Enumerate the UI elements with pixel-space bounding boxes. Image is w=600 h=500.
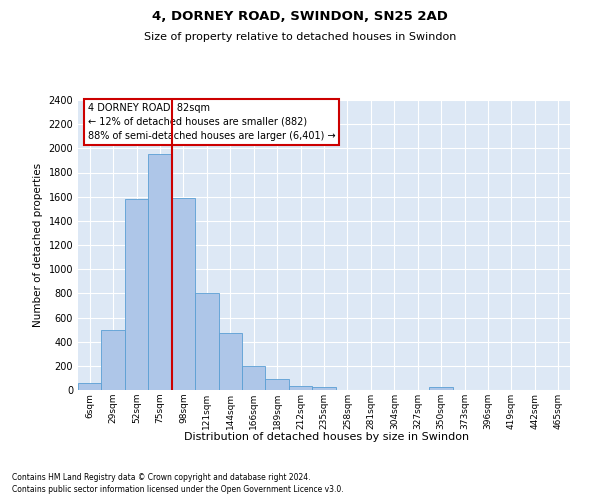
Bar bbox=[101, 330, 125, 390]
Bar bbox=[265, 379, 289, 390]
Bar bbox=[125, 199, 148, 390]
Bar bbox=[312, 387, 336, 390]
Bar bbox=[242, 366, 265, 390]
Bar bbox=[195, 294, 218, 390]
Bar bbox=[172, 198, 195, 390]
Text: 4, DORNEY ROAD, SWINDON, SN25 2AD: 4, DORNEY ROAD, SWINDON, SN25 2AD bbox=[152, 10, 448, 23]
Text: Contains HM Land Registry data © Crown copyright and database right 2024.: Contains HM Land Registry data © Crown c… bbox=[12, 472, 311, 482]
Bar bbox=[78, 383, 101, 390]
Text: 4 DORNEY ROAD: 82sqm
← 12% of detached houses are smaller (882)
88% of semi-deta: 4 DORNEY ROAD: 82sqm ← 12% of detached h… bbox=[88, 103, 335, 141]
Bar bbox=[430, 387, 453, 390]
Bar bbox=[218, 332, 242, 390]
Text: Contains public sector information licensed under the Open Government Licence v3: Contains public sector information licen… bbox=[12, 485, 344, 494]
Text: Size of property relative to detached houses in Swindon: Size of property relative to detached ho… bbox=[144, 32, 456, 42]
Y-axis label: Number of detached properties: Number of detached properties bbox=[33, 163, 43, 327]
Text: Distribution of detached houses by size in Swindon: Distribution of detached houses by size … bbox=[184, 432, 470, 442]
Bar bbox=[289, 386, 312, 390]
Bar bbox=[148, 154, 172, 390]
